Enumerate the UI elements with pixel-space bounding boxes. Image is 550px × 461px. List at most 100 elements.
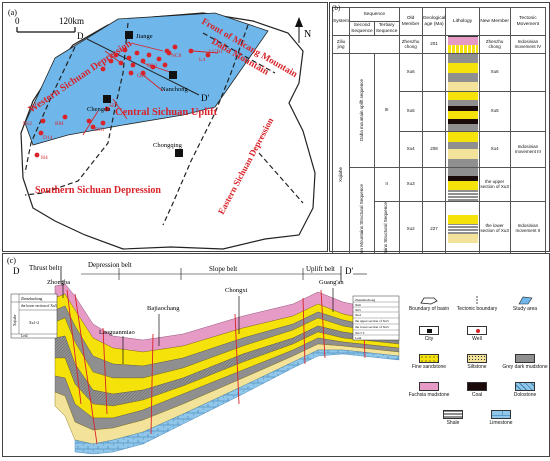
row-zhenzhuchong: Ziliu jing Zhenzhu chong 201 Zhenzhu cho… <box>331 35 547 54</box>
legend-item: Boundary of basin <box>405 296 453 312</box>
well-label: SD <box>109 103 116 109</box>
new-member-cell: Zhenzhu chong <box>478 35 511 54</box>
new-member-cell: the lower section of Xu3 <box>478 200 511 258</box>
tectonic-cell <box>509 53 547 92</box>
legend-label: City <box>424 336 434 342</box>
study-area <box>24 12 269 146</box>
new-member-cell: the upper section of Xu3 <box>478 167 511 202</box>
old-member-cell: Xu4 <box>398 131 423 168</box>
fuchsia-mudstone-icon <box>419 382 439 391</box>
legend-item: Fine sandstone <box>405 354 453 370</box>
legend-label: Dolostone <box>513 392 537 398</box>
legend-item: City <box>405 326 453 342</box>
coal-icon <box>467 382 487 391</box>
cross-section-wells <box>62 280 334 364</box>
inset-right-row: Xu1+2 <box>355 331 365 335</box>
age-cell <box>421 53 447 92</box>
new-member-cell: Xu6 <box>478 53 511 92</box>
legend-item: Tectonic boundary <box>453 296 501 312</box>
system-ziliujing: Ziliu jing <box>331 35 351 54</box>
scale-bar: 0 120km <box>15 16 84 33</box>
stratigraphic-table: System Sequence Old Member Geological ag… <box>331 7 547 316</box>
city-label-chongqing: Chongqing <box>153 142 183 149</box>
belt-uplift: Uplift belt <box>306 265 335 273</box>
well-label: DS1 <box>95 127 105 133</box>
panel-b-stratigraphy: System Sequence Old Member Geological ag… <box>329 2 550 316</box>
well-label: QL2 <box>147 63 157 69</box>
shale-icon <box>443 410 463 419</box>
panel-a-map: 0 120km N (a) D D' Western Sichuan Depre… <box>2 2 328 252</box>
well-label: Q21 <box>137 73 147 79</box>
old-member-cell: Xu6 <box>398 53 423 92</box>
well-label: PS2 <box>23 121 32 127</box>
legend: Boundary of basin Tectonic boundary Stud… <box>405 296 549 454</box>
belt-thrust: Thrust belt <box>29 264 60 272</box>
inset-left-row: Lei4 <box>21 334 28 338</box>
panel-b-label: (b) <box>332 4 341 12</box>
inset-right-row: the upper section of Xu3 <box>355 319 389 323</box>
legend-item: Dolostone <box>501 382 549 398</box>
legend-label: Grey dark mudstone <box>502 364 548 370</box>
well-bajiaochang: Bajiaochang <box>147 305 180 312</box>
legend-label: Limestone <box>489 420 513 426</box>
inset-right-row: Lei4 <box>355 336 362 340</box>
well-label: NC8 <box>171 53 182 59</box>
panel-c-label: (c) <box>7 256 16 265</box>
well-labels: NC8 L4 LGB1 QL2 Q21 PS2 BM DS1 SD D14 H4 <box>23 49 223 161</box>
fine-sandstone-icon <box>419 354 439 363</box>
grey-mudstone-icon <box>515 354 535 363</box>
well-label: BM <box>55 121 64 127</box>
city-nanchong <box>169 71 177 79</box>
legend-label: Boundary of basin <box>408 306 450 312</box>
wells <box>34 44 211 158</box>
legend-item: Siltstone <box>453 354 501 370</box>
legend-label: Siltstone <box>467 364 487 370</box>
city-label-nanchong: Nanchong <box>161 86 188 93</box>
legend-item: Coal <box>453 382 501 398</box>
north-arrow: N <box>295 17 311 43</box>
legend-label: Coal <box>471 392 483 398</box>
age-cell: 227 <box>421 200 447 258</box>
cross-section-faults <box>66 289 366 445</box>
city-label-chengdu: Chengdu <box>87 106 111 113</box>
well-guangan: Guang'an <box>319 279 344 286</box>
panel-a-label: (a) <box>8 8 17 17</box>
strata <box>54 283 400 455</box>
dolostone-icon <box>515 382 535 391</box>
legend-item: Study area <box>501 296 549 312</box>
north-label: N <box>304 29 311 40</box>
legend-label: Fuchsia mudstone <box>408 392 450 398</box>
legend-label: Well <box>472 336 482 342</box>
legend-item: Well <box>453 326 501 342</box>
well-icon <box>467 326 487 335</box>
scale-zero: 0 <box>15 16 20 26</box>
seq-daba: Daba mountain uplift sequence <box>358 78 364 141</box>
col-old-member: Old Member <box>398 7 423 36</box>
row-xu6: Xujiahe Daba mountain uplift sequence II… <box>331 53 547 298</box>
legend-item: Shale <box>429 410 477 426</box>
section-start-c: D <box>13 266 20 276</box>
inset-right: Zhenzhuchong Xu6 Xu5 Xu4 the upper secti… <box>352 295 400 341</box>
basin-boundary-icon <box>419 296 439 305</box>
tectonic-cell <box>509 167 547 202</box>
row-xu3: Early Longmen Mountains Structural Seque… <box>333 167 547 298</box>
cross-section-svg: (c) D D' Thrust belt Depression belt Slo… <box>7 256 400 455</box>
old-member-cell: Xu3 <box>398 167 423 202</box>
cities <box>103 31 183 157</box>
col-lithology: Lithology <box>445 7 480 36</box>
well-label: D14 <box>43 135 53 141</box>
tectonic-cell: Indosinian movement III <box>509 131 547 168</box>
inset-right-row: the lower section of Xu3 <box>355 325 389 329</box>
map-svg: 0 120km N (a) D D' Western Sichuan Depre… <box>8 8 316 250</box>
seq-iii: III <box>373 53 400 168</box>
legend-item: Grey dark mudstone <box>501 354 549 370</box>
inset-right-row: Zhenzhuchong <box>355 298 375 302</box>
old-member-cell: Xu2 <box>398 200 423 258</box>
study-area-icon <box>515 296 535 305</box>
legend-label: Study area <box>512 306 538 312</box>
seq-ii: II <box>373 167 400 202</box>
belt-slope: Slope belt <box>209 265 237 273</box>
inset-right-row: Xu6 <box>355 303 361 307</box>
age-cell <box>421 91 447 132</box>
